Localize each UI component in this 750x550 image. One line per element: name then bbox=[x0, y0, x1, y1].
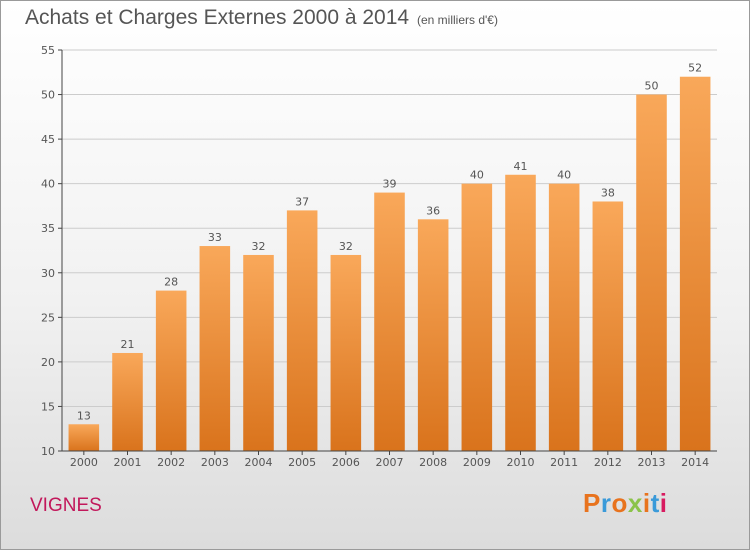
logo-letter: i bbox=[659, 488, 668, 518]
bar-2011 bbox=[548, 183, 580, 451]
data-label-2006: 32 bbox=[339, 240, 353, 253]
bar-2012 bbox=[592, 201, 624, 451]
bar-2005 bbox=[286, 210, 318, 451]
y-tick-label: 45 bbox=[41, 133, 55, 146]
bar-2014 bbox=[679, 76, 711, 451]
bar-2006 bbox=[330, 254, 362, 451]
y-tick-label: 25 bbox=[41, 311, 55, 324]
chart-subtitle: (en milliers d'€) bbox=[417, 13, 498, 27]
data-label-2003: 33 bbox=[208, 231, 222, 244]
logo-letter: x bbox=[627, 488, 643, 518]
x-tick-label-2013: 2013 bbox=[638, 456, 666, 469]
x-tick-label-2006: 2006 bbox=[332, 456, 360, 469]
data-label-2012: 38 bbox=[601, 186, 615, 199]
bar-2003 bbox=[199, 246, 231, 451]
data-label-2014: 52 bbox=[688, 62, 702, 75]
y-tick-label: 40 bbox=[41, 178, 55, 191]
axes bbox=[58, 49, 717, 455]
bar-2002 bbox=[155, 290, 187, 451]
x-tick-label-2003: 2003 bbox=[201, 456, 229, 469]
logo-letter: r bbox=[600, 488, 612, 518]
chart-title: Achats et Charges Externes 2000 à 2014 bbox=[25, 6, 410, 29]
y-tick-label: 15 bbox=[41, 400, 55, 413]
y-tick-label: 20 bbox=[41, 356, 55, 369]
data-label-2005: 37 bbox=[295, 195, 309, 208]
data-label-2013: 50 bbox=[645, 80, 659, 93]
bar-2001 bbox=[112, 352, 143, 451]
x-tick-label-2012: 2012 bbox=[594, 456, 622, 469]
x-tick-label-2010: 2010 bbox=[507, 456, 535, 469]
y-tick-label: 35 bbox=[41, 222, 55, 235]
data-label-2004: 32 bbox=[252, 240, 266, 253]
proxiti-logo: Proxiti bbox=[583, 488, 667, 519]
data-label-2011: 40 bbox=[557, 169, 571, 182]
data-label-2001: 21 bbox=[121, 338, 135, 351]
bar-2000 bbox=[68, 424, 100, 451]
logo-letter: t bbox=[650, 488, 660, 518]
data-label-2007: 39 bbox=[383, 178, 397, 191]
bar-2004 bbox=[243, 254, 274, 451]
data-label-2009: 40 bbox=[470, 169, 484, 182]
x-tick-label-2001: 2001 bbox=[114, 456, 142, 469]
logo-letter: i bbox=[642, 488, 651, 518]
y-tick-label: 10 bbox=[41, 445, 55, 458]
labels: 10 15 20 25 30 35 40 45 50 55 13 2000 21 2001 28 2002 33… bbox=[41, 44, 709, 469]
commune-name: VIGNES bbox=[30, 495, 102, 516]
data-label-2002: 28 bbox=[164, 276, 178, 289]
x-tick-label-2005: 2005 bbox=[288, 456, 316, 469]
x-tick-label-2004: 2004 bbox=[245, 456, 273, 469]
logo-letter: o bbox=[611, 488, 628, 518]
bar-2007 bbox=[374, 192, 405, 452]
bars bbox=[68, 76, 711, 452]
x-tick-label-2011: 2011 bbox=[550, 456, 578, 469]
x-tick-label-2009: 2009 bbox=[463, 456, 491, 469]
x-tick-label-2008: 2008 bbox=[419, 456, 447, 469]
y-tick-label: 55 bbox=[41, 44, 55, 57]
data-label-2010: 41 bbox=[514, 160, 528, 173]
bar-2009 bbox=[461, 183, 493, 451]
bar-2010 bbox=[505, 174, 536, 451]
x-tick-label-2002: 2002 bbox=[157, 456, 185, 469]
y-tick-label: 30 bbox=[41, 267, 55, 280]
y-tick-label: 50 bbox=[41, 89, 55, 102]
x-tick-label-2007: 2007 bbox=[376, 456, 404, 469]
x-tick-label-2000: 2000 bbox=[70, 456, 98, 469]
x-tick-label-2014: 2014 bbox=[681, 456, 709, 469]
data-label-2008: 36 bbox=[426, 204, 440, 217]
bar-2013 bbox=[636, 94, 667, 452]
data-label-2000: 13 bbox=[77, 409, 91, 422]
bar-2008 bbox=[417, 219, 449, 451]
logo-letter: P bbox=[583, 488, 601, 518]
